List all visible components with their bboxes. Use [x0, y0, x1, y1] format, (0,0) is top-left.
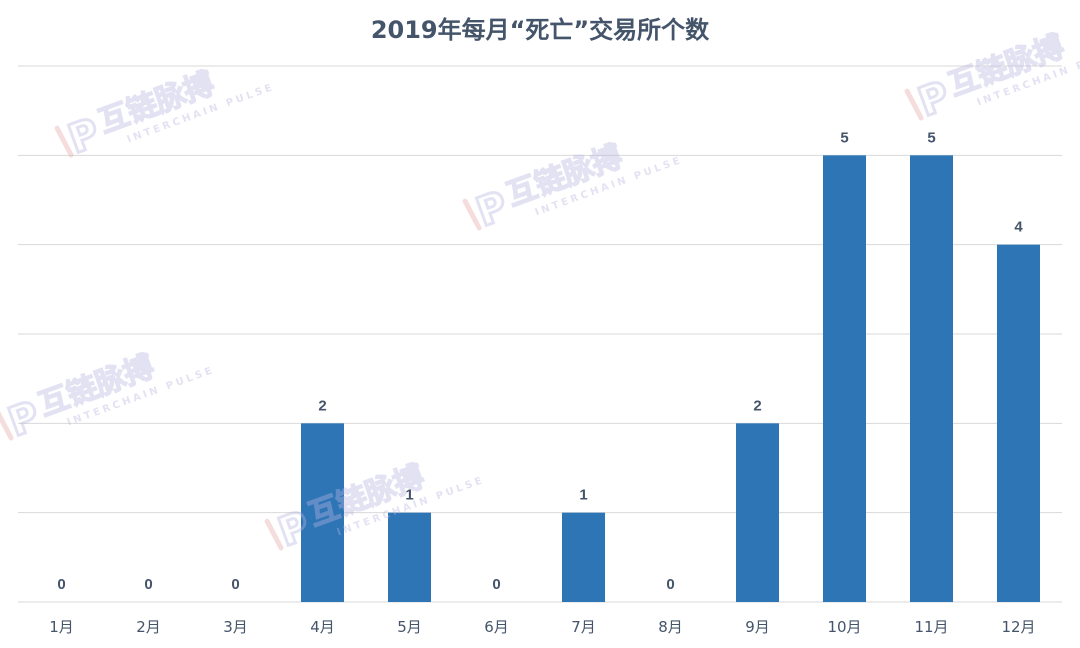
bar	[562, 512, 605, 602]
data-label: 4	[1014, 219, 1023, 236]
x-tick-label: 10月	[827, 618, 861, 636]
data-label: 5	[927, 129, 935, 146]
data-label: 1	[405, 487, 413, 504]
watermark-logo-icon	[54, 125, 74, 158]
x-tick-labels: 1月 2月 3月 4月 5月 6月 7月 8月 9月 10月 11月 12月	[49, 618, 1035, 636]
x-tick-label: 9月	[745, 618, 770, 636]
grid-lines	[18, 65, 1062, 603]
bar	[301, 423, 344, 602]
x-tick-label: 5月	[397, 618, 422, 636]
x-tick-label: 1月	[49, 618, 74, 636]
data-label: 2	[753, 397, 761, 414]
bars	[301, 155, 1040, 603]
bar	[997, 244, 1040, 602]
x-tick-label: 12月	[1001, 618, 1035, 636]
x-tick-label: 3月	[223, 618, 248, 636]
bar	[736, 423, 779, 602]
watermark-logo-icon	[264, 518, 284, 551]
data-label: 0	[492, 576, 500, 593]
x-tick-label: 2月	[136, 618, 161, 636]
data-labels: 0 0 0 2 1 0 1 0 2 5 5 4	[57, 129, 1023, 593]
x-tick-label: 11月	[914, 618, 948, 636]
data-label: 1	[579, 487, 587, 504]
x-tick-label: 8月	[658, 618, 683, 636]
data-label: 0	[144, 576, 152, 593]
x-tick-label: 4月	[310, 618, 335, 636]
data-label: 0	[231, 576, 239, 593]
watermark-logo-icon	[462, 198, 482, 231]
data-label: 5	[840, 129, 848, 146]
bar	[823, 155, 866, 603]
data-label: 2	[318, 397, 326, 414]
data-label: 0	[57, 576, 65, 593]
bar	[388, 512, 431, 602]
chart-title: 2019年每月“死亡”交易所个数	[370, 16, 710, 44]
data-label: 0	[666, 576, 674, 593]
watermark-logo-icon	[0, 408, 14, 441]
x-tick-label: 7月	[571, 618, 596, 636]
watermark-logo-icon	[904, 88, 924, 121]
bar	[910, 155, 953, 603]
x-tick-label: 6月	[484, 618, 509, 636]
